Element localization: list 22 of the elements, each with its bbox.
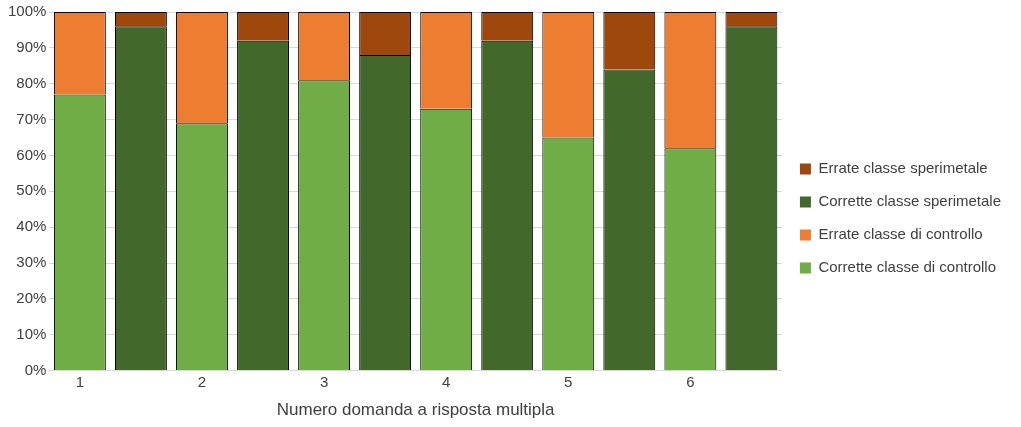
y-tick-label: 40% [16,217,47,235]
y-tick-label: 60% [16,145,47,163]
y-tick-label: 0% [24,360,47,378]
y-tick-label: 20% [16,289,47,307]
x-axis-title: Numero domanda a risposta multipla [276,400,556,420]
x-tick-label: 1 [75,372,85,390]
y-tick-label: 10% [16,324,47,342]
legend-label: Errate classe di controllo [818,225,983,243]
y-tick-label: 100% [7,2,47,20]
legend-label: Corrette classe sperimetale [818,192,1002,210]
legend-label: Corrette classe di controllo [818,258,997,276]
x-tick-label: 6 [686,372,695,390]
y-tick-label: 80% [16,73,47,91]
x-tick-label: 2 [197,372,207,390]
y-tick-label: 30% [16,253,47,271]
y-tick-label: 70% [16,109,47,127]
legend-label: Errate classe sperimetale [818,159,988,177]
x-tick-label: 4 [442,372,451,390]
x-tick-label: 5 [564,372,573,390]
y-tick-label: 90% [16,38,47,55]
x-tick-label: 3 [319,372,329,390]
y-tick-label: 50% [16,181,47,199]
